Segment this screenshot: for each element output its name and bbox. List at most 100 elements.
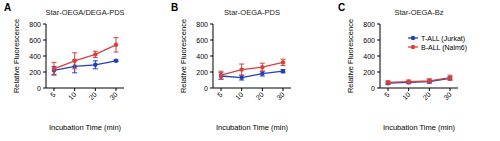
marker — [406, 79, 410, 83]
x-tick-label: 5 — [383, 91, 391, 99]
x-tick — [388, 88, 389, 91]
marker — [427, 79, 431, 83]
y-tick-label: 0 — [204, 85, 208, 92]
plot-area — [219, 59, 286, 80]
error-bar — [114, 38, 119, 52]
panel-label: A — [4, 2, 11, 13]
x-tick — [283, 88, 284, 91]
error-bar — [281, 59, 286, 65]
y-tick-label: 0 — [37, 85, 41, 92]
y-tick — [210, 88, 213, 89]
error-cap — [93, 68, 98, 69]
error-cap — [52, 62, 57, 63]
x-tick-label: 5 — [49, 91, 57, 99]
legend: T-ALL (Jurkat)B-ALL (Nalm6) — [408, 35, 467, 52]
error-cap — [72, 68, 77, 69]
panel: BStar-OEGA-PDS02004006008005102030Relati… — [171, 2, 291, 132]
plot-area — [52, 38, 119, 76]
y-tick-label: 800 — [29, 21, 41, 28]
y-tick — [210, 40, 213, 41]
marker — [72, 59, 76, 63]
y-tick-label: 800 — [363, 21, 375, 28]
series-line — [221, 62, 283, 75]
x-axis — [380, 88, 458, 89]
x-tick-label: 30 — [442, 91, 453, 102]
y-tick — [43, 72, 46, 73]
error-bar — [386, 81, 391, 84]
error-cap — [260, 71, 265, 72]
panel: CStar-OEGA-Bz02004006008005102030Relativ… — [338, 2, 467, 132]
error-cap — [260, 63, 265, 64]
x-tick-label: 30 — [275, 91, 286, 102]
x-axis — [46, 88, 124, 89]
error-bar — [52, 62, 57, 75]
marker — [406, 80, 410, 84]
x-tick — [74, 88, 75, 91]
legend-label: T-ALL (Jurkat) — [421, 35, 465, 43]
error-cap — [260, 71, 265, 72]
marker — [93, 63, 97, 67]
legend-marker — [411, 45, 415, 49]
x-axis — [213, 88, 291, 89]
y-tick-label: 200 — [196, 69, 208, 76]
marker — [448, 76, 452, 80]
error-cap — [219, 79, 224, 80]
series-line — [388, 78, 450, 83]
series-line — [54, 45, 116, 69]
y-tick-label: 400 — [363, 53, 375, 60]
x-tick — [408, 88, 409, 91]
error-cap — [72, 72, 77, 73]
y-tick — [377, 56, 380, 57]
marker — [219, 73, 223, 77]
x-tick-label: 10 — [234, 91, 245, 102]
marker — [427, 79, 431, 83]
error-bar — [93, 51, 98, 57]
marker — [281, 60, 285, 64]
y-tick-label: 600 — [29, 37, 41, 44]
x-axis-label: Incubation Time (min) — [49, 123, 122, 132]
marker — [114, 59, 118, 63]
marker — [239, 75, 243, 79]
x-tick — [241, 88, 242, 91]
y-tick-label: 600 — [196, 37, 208, 44]
error-bar — [448, 75, 453, 80]
x-axis-label: Incubation Time (min) — [383, 123, 456, 132]
title: Star-OEGA-Bz — [394, 8, 443, 17]
legend-marker — [411, 36, 415, 40]
error-bar — [72, 53, 77, 69]
y-tick — [377, 24, 380, 25]
y-tick-label: 0 — [371, 85, 375, 92]
figure: A Star-OEGA/DEGA-PDS 0 200 400 600 800 5 10 20 30 R… — [0, 0, 500, 141]
error-cap — [93, 51, 98, 52]
y-tick-label: 400 — [196, 53, 208, 60]
error-bar — [260, 63, 265, 71]
error-bar — [219, 71, 224, 79]
title: Star-OEGA/DEGA-PDS — [45, 8, 124, 17]
legend-label: B-ALL (Nalm6) — [421, 44, 467, 52]
y-tick — [210, 24, 213, 25]
x-tick — [262, 88, 263, 91]
title: Star-OEGA-PDS — [224, 8, 280, 17]
error-cap — [93, 60, 98, 61]
error-cap — [93, 57, 98, 58]
y-tick-label: 200 — [363, 69, 375, 76]
marker — [386, 81, 390, 85]
x-tick-label: 10 — [401, 91, 412, 102]
y-tick — [43, 56, 46, 57]
error-cap — [239, 75, 244, 76]
x-tick-label: 20 — [88, 91, 99, 102]
error-cap — [72, 52, 77, 53]
y-tick-label: 600 — [363, 37, 375, 44]
x-tick — [429, 88, 430, 91]
y-tick — [43, 40, 46, 41]
error-bar — [239, 75, 244, 80]
error-bar — [427, 79, 432, 83]
marker — [114, 43, 118, 47]
marker — [386, 80, 390, 84]
x-tick — [450, 88, 451, 91]
x-tick — [221, 88, 222, 91]
y-axis-label: Relative Fluorescence — [12, 19, 21, 93]
marker — [448, 75, 452, 79]
error-cap — [219, 71, 224, 72]
error-cap — [219, 79, 224, 80]
